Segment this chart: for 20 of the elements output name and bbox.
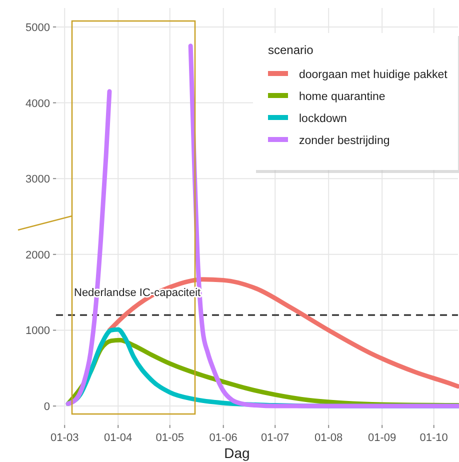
x-tick-label: 01-03 [50, 432, 79, 444]
y-tick-label: 5000 [26, 22, 50, 34]
x-tick-label: 01-09 [368, 432, 396, 444]
legend-label: zonder bestrijding [299, 135, 390, 147]
legend-title: scenario [268, 43, 314, 57]
x-tick-label: 01-05 [156, 432, 184, 444]
y-tick-label: 3000 [26, 174, 50, 186]
legend-label: doorgaan met huidige pakket [299, 69, 448, 81]
x-tick-label: 01-07 [261, 432, 290, 444]
x-tick-label: 01-10 [420, 432, 448, 444]
y-tick-label: 4000 [26, 98, 50, 110]
y-tick-label: 1000 [26, 325, 50, 338]
legend-label: home quarantine [299, 91, 386, 103]
y-tick-label: 0 [44, 401, 50, 414]
x-tick-label: 01-06 [209, 432, 238, 444]
y-tick-label: 2000 [26, 249, 50, 262]
x-axis-title: Dag [224, 445, 250, 461]
legend-label: lockdown [299, 113, 347, 125]
x-tick-label: 01-08 [314, 432, 343, 444]
x-tick-label: 01-04 [104, 432, 132, 444]
